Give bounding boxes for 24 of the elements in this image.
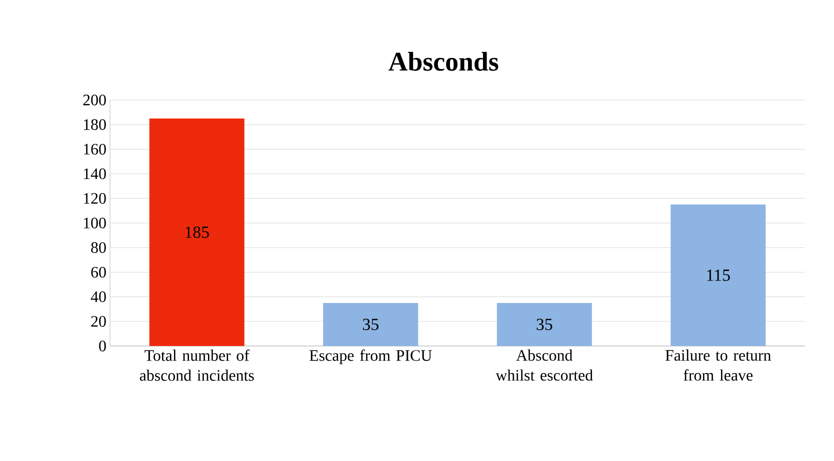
y-tick-label: 20	[91, 316, 106, 327]
y-tick-label: 80	[91, 242, 106, 253]
data-label: 35	[536, 318, 552, 330]
y-tick-label: 200	[83, 94, 106, 106]
x-tick-label: Escape from PICU	[310, 350, 432, 364]
x-tick-label: Failure to return from leave	[665, 350, 772, 381]
data-label: 115	[707, 270, 730, 281]
x-tick-label: Total number of abscond incidents	[140, 350, 254, 381]
y-tick-label: 0	[99, 340, 106, 352]
bar	[496, 302, 592, 346]
y-tick-label: 100	[84, 218, 106, 228]
y-tick-label: 140	[84, 168, 106, 180]
bar	[670, 204, 766, 346]
y-tick-label: 120	[84, 193, 106, 204]
bar	[149, 118, 244, 346]
y-tick-label: 40	[90, 291, 106, 302]
y-tick-label: 60	[91, 266, 106, 278]
data-label: 185	[186, 226, 209, 238]
y-tick-label: 180	[84, 119, 106, 130]
chart-title: Absconds	[388, 52, 498, 71]
bar	[323, 302, 418, 346]
data-label: 35	[362, 318, 378, 330]
x-tick-label: Abscond whilst escorted	[496, 350, 593, 381]
y-tick-label: 160	[84, 144, 106, 155]
